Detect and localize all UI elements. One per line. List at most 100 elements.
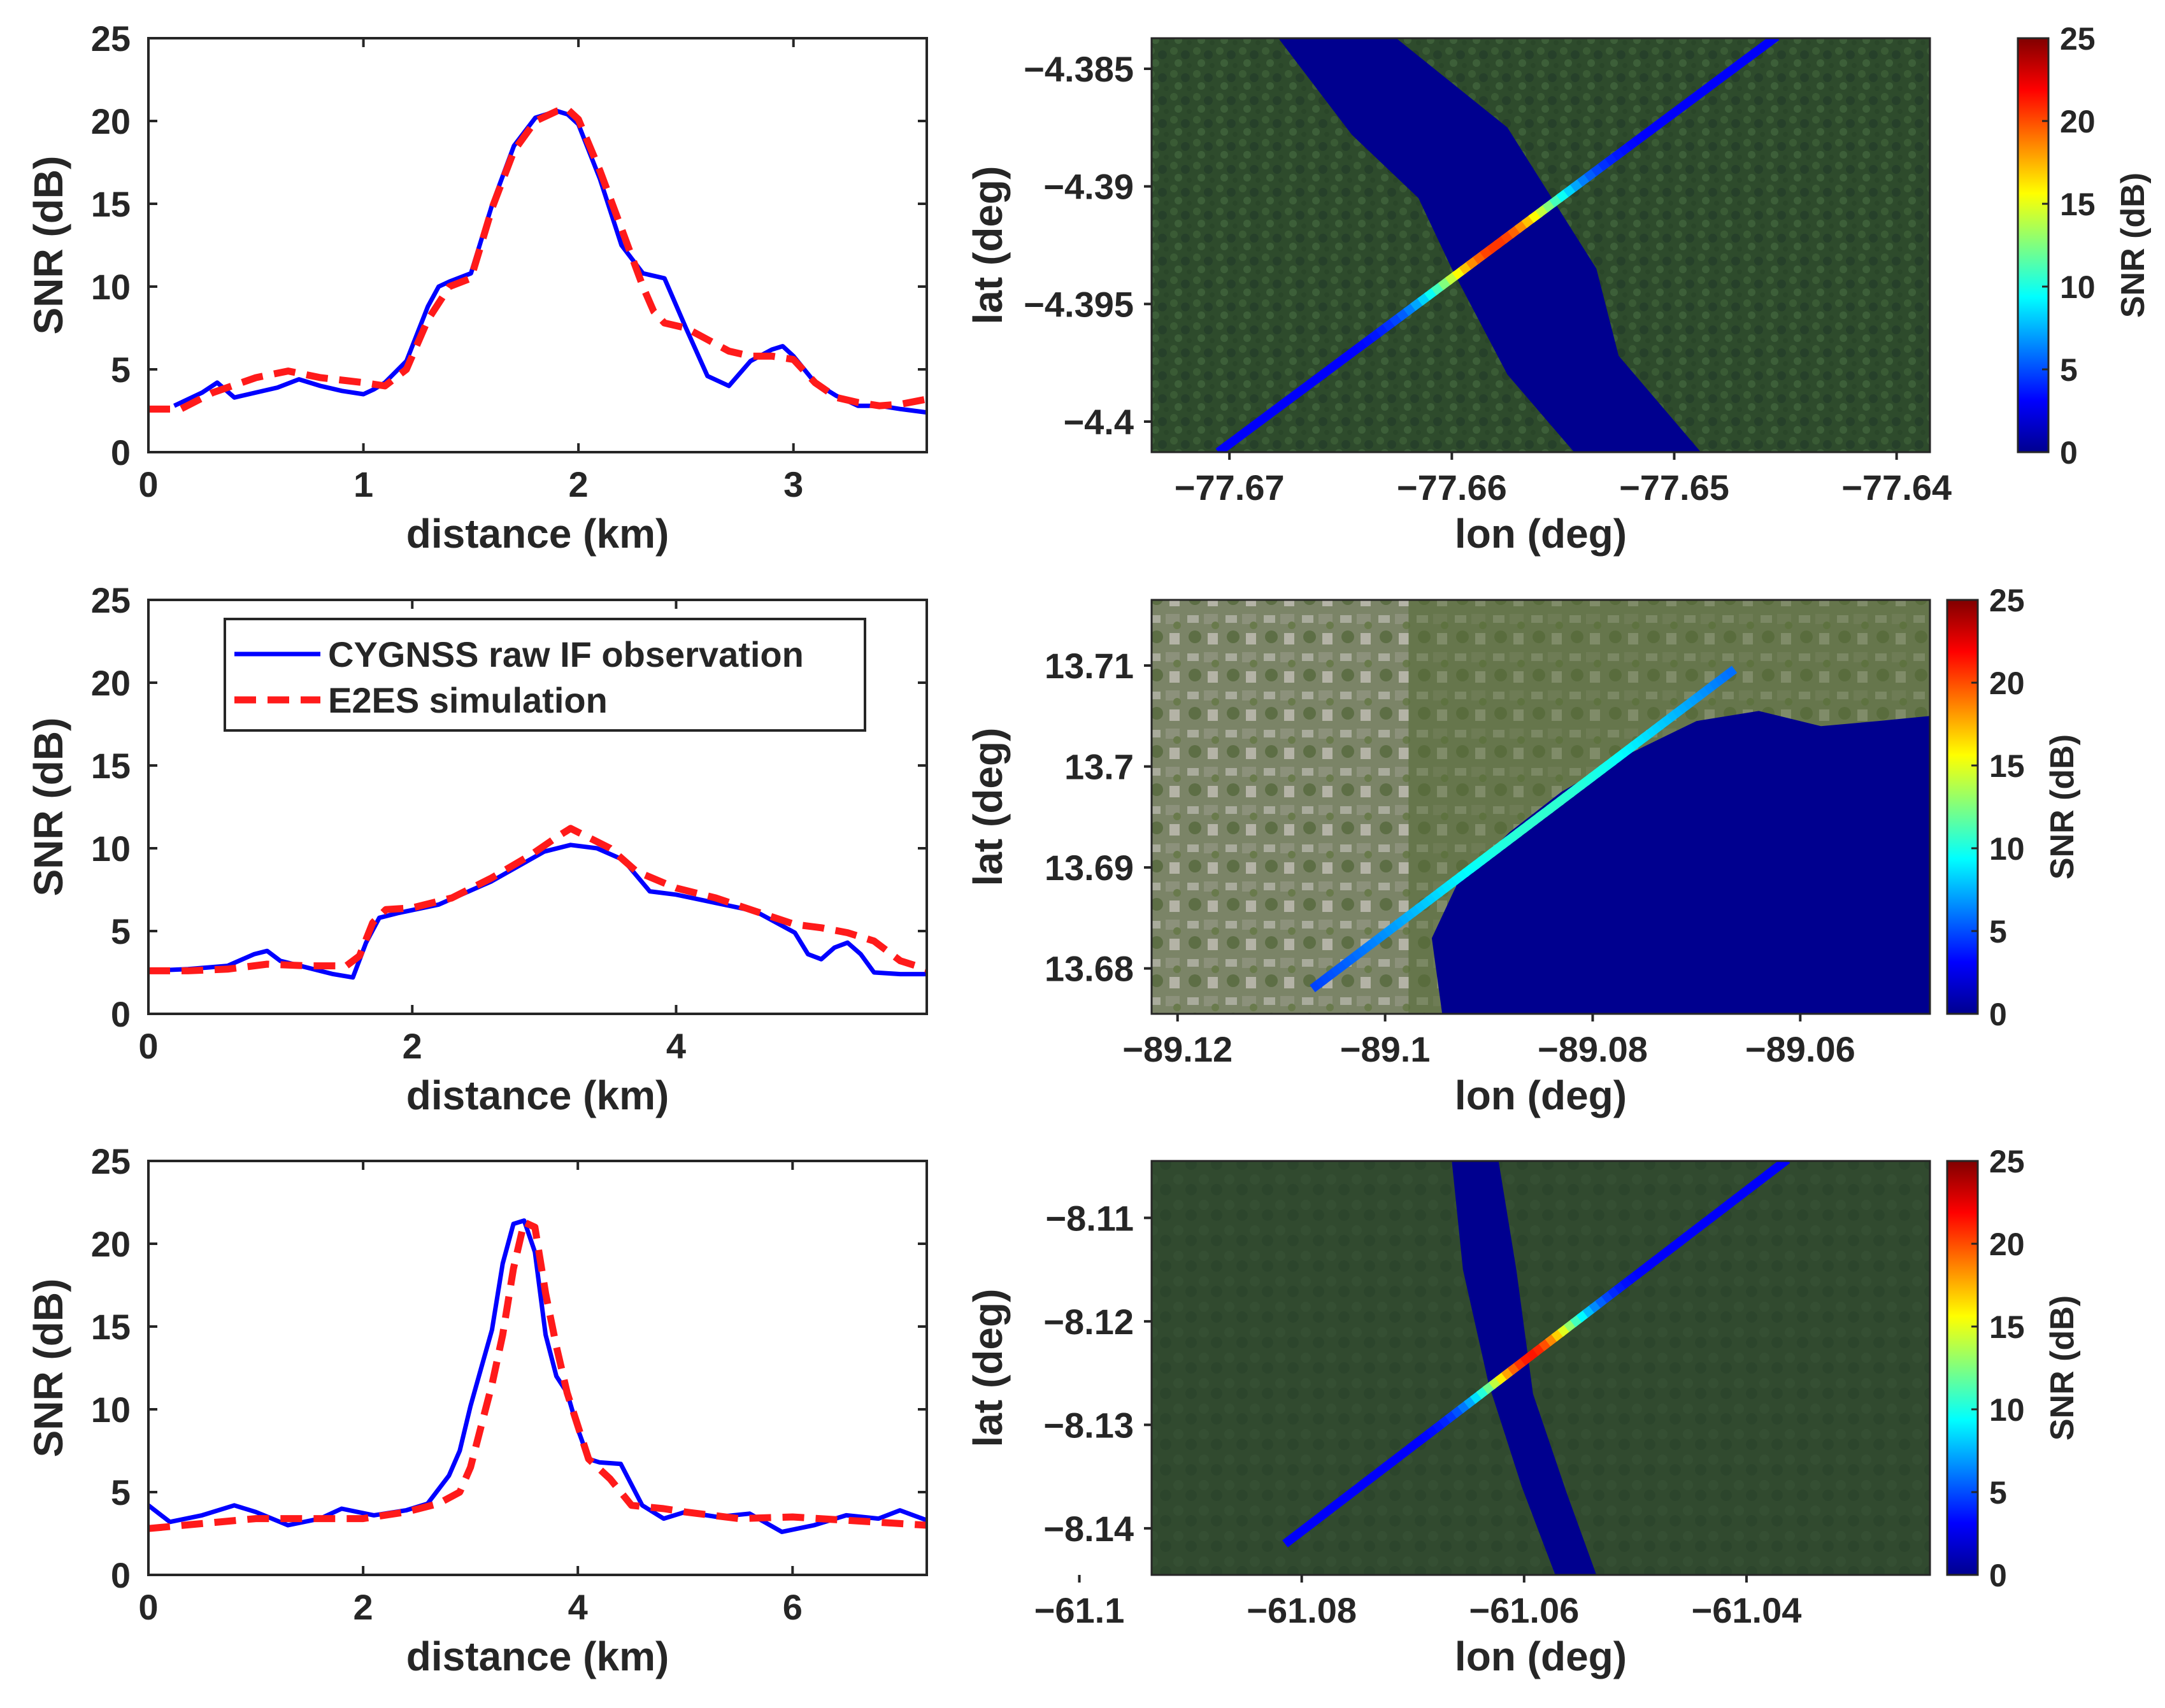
y-tick-label: 5 [111, 1472, 131, 1512]
line-plot-panel: 0 2 4 6 0 5 10 15 20 25 distance (km) SNR (dB) [25, 1141, 928, 1679]
y-tick-label: 20 [91, 101, 131, 141]
map-panel: −61.1 −61.08 −61.06 −61.04 −8.11 −8.12 −8.13 −8… [965, 1144, 2081, 1679]
x-tick-label: −61.06 [1469, 1590, 1579, 1630]
y-tick-label: −8.14 [1043, 1509, 1134, 1549]
simulation-line [148, 106, 928, 413]
map-panel: −89.12 −89.1 −89.08 −89.06 13.71 13.7 13.69 13.… [965, 583, 2081, 1118]
x-tick-label: 0 [138, 1587, 158, 1627]
y-tick-label: 10 [91, 267, 131, 307]
y-tick-label: 15 [91, 746, 131, 786]
x-tick-label: −89.08 [1538, 1029, 1648, 1069]
colorbar-label: SNR (dB) [2044, 734, 2081, 879]
x-tick-label: 3 [783, 464, 803, 504]
legend-label: CYGNSS raw IF observation [328, 634, 804, 674]
y-axis-label: SNR (dB) [25, 718, 71, 897]
y-tick-label: 25 [91, 580, 131, 620]
x-tick-label: −61.08 [1247, 1590, 1357, 1630]
x-axis-label: distance (km) [406, 1072, 669, 1118]
water-body [1431, 711, 1930, 1014]
colorbar-tick-label: 10 [2060, 269, 2096, 305]
legend-label: E2ES simulation [328, 680, 608, 720]
simulation-line [148, 825, 928, 974]
plot-area [148, 38, 927, 452]
y-tick-label: 13.68 [1045, 949, 1134, 989]
x-tick-label: 2 [354, 1587, 373, 1627]
y-tick-label: 0 [111, 432, 131, 473]
colorbar [2017, 37, 2050, 453]
colorbar-tick-label: 0 [1989, 1558, 2007, 1593]
simulation-line [148, 1218, 927, 1532]
colorbar-tick-label: 5 [1989, 914, 2007, 950]
axes-frame [1150, 1160, 1931, 1576]
x-tick-label: 0 [138, 464, 158, 504]
x-tick-label: 4 [568, 1587, 588, 1627]
x-axis-label: distance (km) [406, 511, 669, 557]
x-tick-label: −61.1 [1034, 1590, 1125, 1630]
x-tick-label: 4 [666, 1026, 686, 1066]
y-tick-label: −8.12 [1043, 1302, 1134, 1342]
x-axis-label: distance (km) [406, 1633, 669, 1679]
y-tick-label: 13.71 [1045, 646, 1134, 686]
colorbar-label: SNR (dB) [2044, 1295, 2081, 1441]
y-tick-label: 20 [91, 663, 131, 703]
y-tick-label: 10 [91, 1390, 131, 1430]
x-tick-label: −77.67 [1175, 467, 1285, 508]
colorbar-tick-label: 25 [2060, 21, 2096, 57]
x-tick-label: −89.1 [1340, 1029, 1431, 1069]
y-tick-label: 5 [111, 911, 131, 951]
y-tick-label: 0 [111, 994, 131, 1034]
axes-frame [147, 37, 928, 453]
colorbar-tick-label: 10 [1989, 1392, 2025, 1428]
colorbar-tick-label: 15 [1989, 748, 2025, 784]
y-axis-label: SNR (dB) [25, 1279, 71, 1458]
observation-line [148, 843, 927, 980]
x-tick-label: −77.64 [1841, 467, 1952, 508]
x-tick-label: −89.06 [1745, 1029, 1855, 1069]
map-content [1152, 600, 1930, 1014]
snr-track-segment [1724, 665, 1738, 678]
x-tick-label: −77.66 [1397, 467, 1507, 508]
x-tick-label: −77.65 [1619, 467, 1729, 508]
y-axis-label: lat (deg) [965, 166, 1011, 325]
colorbar-tick-label: 5 [1989, 1475, 2007, 1511]
x-axis-label: lon (deg) [1455, 1072, 1627, 1118]
y-tick-label: 5 [111, 350, 131, 390]
y-axis-label: SNR (dB) [25, 156, 71, 335]
y-tick-label: 25 [91, 18, 131, 59]
map-content [1152, 38, 1930, 452]
y-tick-label: 13.7 [1064, 747, 1134, 787]
axes-frame [147, 599, 928, 1015]
axes-frame [147, 1160, 928, 1576]
y-axis-label: lat (deg) [965, 728, 1011, 886]
y-tick-label: −4.385 [1024, 49, 1134, 89]
colorbar-tick-label: 0 [1989, 997, 2007, 1032]
x-tick-label: 0 [138, 1026, 158, 1066]
colorbar-tick-label: 0 [2060, 435, 2078, 471]
colorbar-tick-label: 10 [1989, 831, 2025, 867]
colorbar-tick-label: 20 [2060, 104, 2096, 139]
axes-frame [1150, 599, 1931, 1015]
legend-box [224, 618, 866, 732]
x-axis-label: lon (deg) [1455, 511, 1627, 557]
colorbar-tick-label: 25 [1989, 583, 2025, 618]
axes-frame [1150, 37, 1931, 453]
x-tick-label: −89.12 [1122, 1029, 1233, 1069]
y-tick-label: 13.69 [1045, 848, 1134, 888]
colorbar-tick-label: 15 [1989, 1309, 2025, 1345]
y-tick-label: −4.395 [1024, 284, 1134, 324]
y-axis-label: lat (deg) [965, 1289, 1011, 1448]
plot-area [148, 1161, 927, 1575]
colorbar-tick-label: 25 [1989, 1144, 2025, 1179]
colorbar-tick-label: 15 [2060, 187, 2096, 222]
y-tick-label: 10 [91, 829, 131, 869]
y-tick-label: 20 [91, 1224, 131, 1264]
line-plot-panel: 0 1 2 3 0 5 10 15 20 25 distance (km) SNR (dB) [25, 18, 928, 557]
colorbar-tick-label: 20 [1989, 1227, 2025, 1262]
y-tick-label: −4.4 [1063, 402, 1134, 442]
colorbar-label: SNR (dB) [2115, 173, 2152, 318]
colorbar-tick-label: 5 [2060, 352, 2078, 388]
x-tick-label: 2 [569, 464, 589, 504]
x-tick-label: 1 [354, 464, 373, 504]
